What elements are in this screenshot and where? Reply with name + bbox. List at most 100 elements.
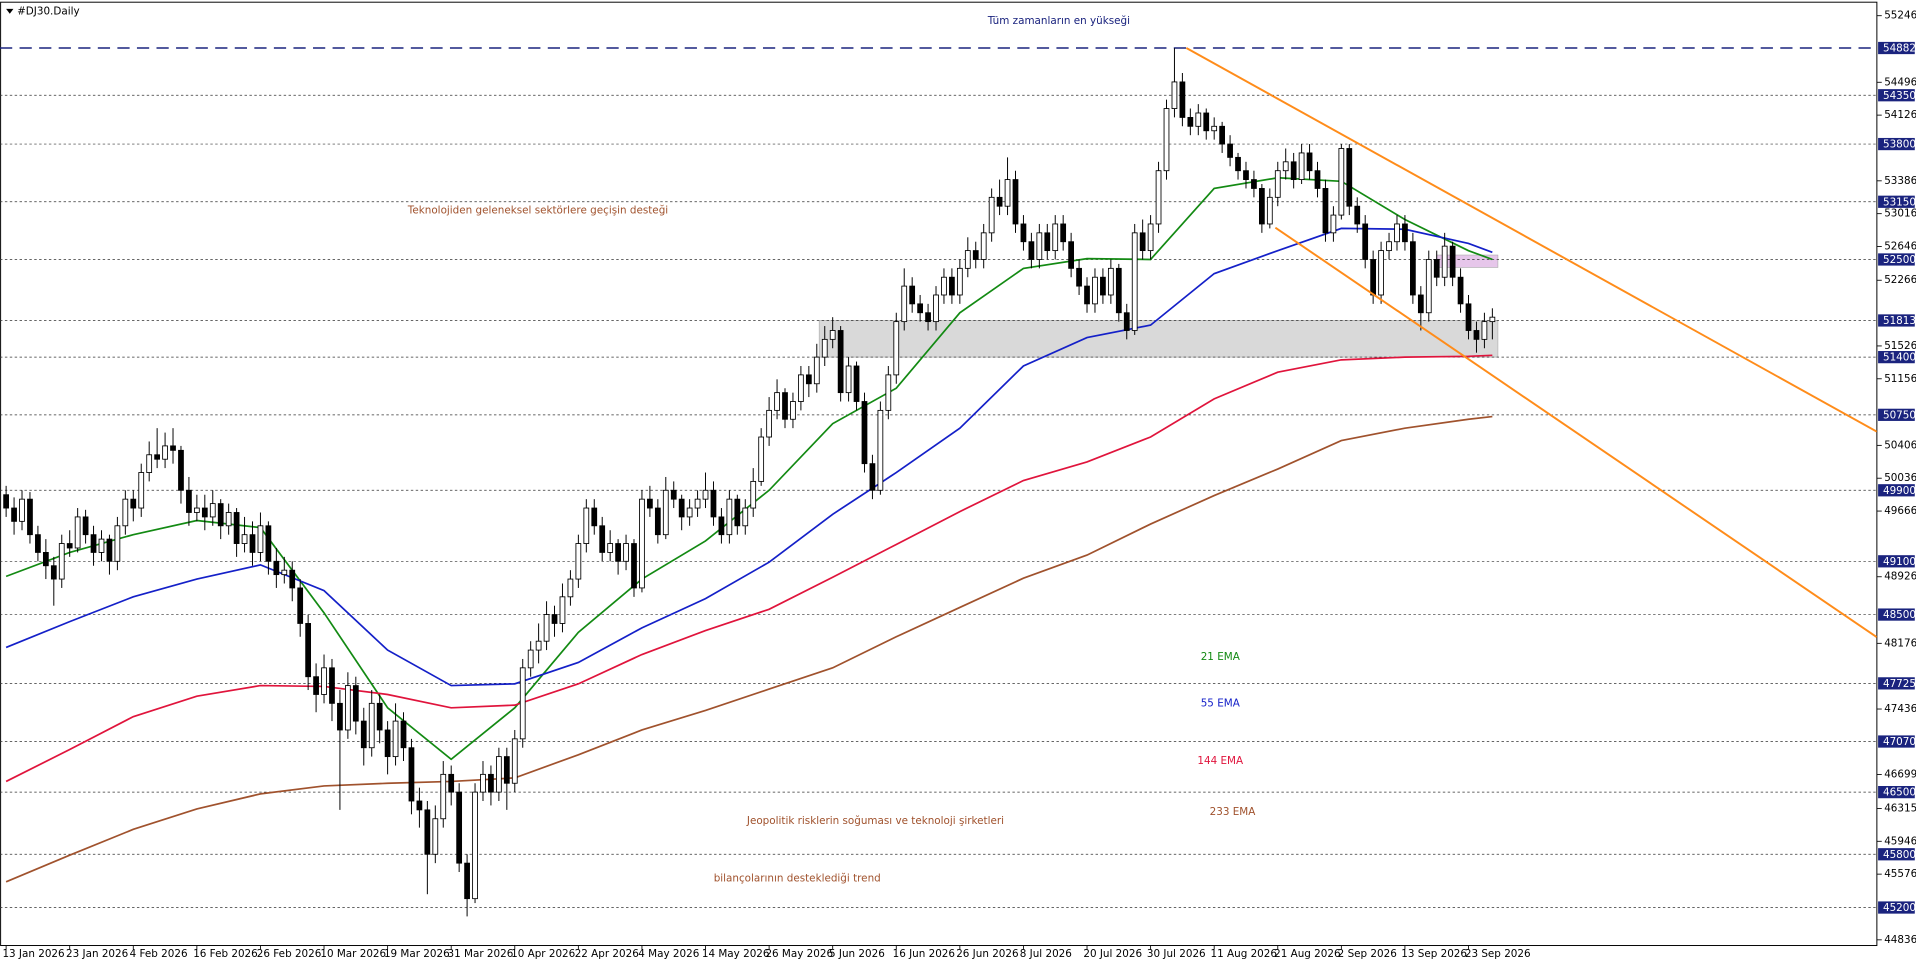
candle-body [829, 330, 836, 340]
candle-body [813, 356, 820, 385]
candle-body [1211, 125, 1218, 132]
candle-body [885, 374, 892, 411]
candle-body [933, 294, 939, 323]
level-label: 52500 [1883, 254, 1916, 266]
candle-body [1044, 232, 1051, 252]
candle-body [1052, 223, 1059, 252]
candle-body [583, 507, 590, 544]
candle-body [678, 498, 685, 518]
candle-body [1227, 143, 1233, 158]
x-tick-label: 26 May 2026 [765, 948, 833, 960]
level-label-bg [1878, 848, 1915, 861]
x-tick-label: 19 Mar 2026 [384, 948, 450, 960]
candle-body [448, 773, 455, 793]
candle-body [623, 543, 629, 562]
candle-body [1147, 223, 1154, 252]
level-label-bg [1878, 608, 1915, 621]
candle-body [1258, 188, 1265, 225]
candle-body [1219, 125, 1226, 145]
ema-line [5, 227, 1493, 687]
ema-label: 233 EMA [1210, 806, 1257, 818]
level-label: 51813 [1883, 315, 1916, 327]
level-label-bg [1878, 408, 1915, 421]
level-label: 47070 [1883, 736, 1916, 748]
candle-body [241, 534, 248, 544]
candle-body [90, 534, 97, 553]
y-tick-label: 53386 [1884, 175, 1916, 187]
candle-body [1012, 179, 1019, 225]
candle-body [19, 498, 25, 522]
candle-body [1251, 179, 1257, 189]
y-tick-label: 45946 [1884, 835, 1916, 847]
candle-body [257, 525, 264, 553]
candle-body [138, 472, 145, 509]
candle-body [1402, 223, 1408, 243]
candle-body [193, 507, 200, 513]
candle-body [1163, 108, 1170, 172]
candle-body [925, 312, 931, 323]
candle-body [861, 401, 868, 465]
y-tick-label: 51156 [1884, 373, 1916, 385]
candle-body [321, 667, 327, 695]
candle-body [949, 276, 955, 296]
candle-body [1131, 232, 1138, 331]
candle-body [654, 507, 661, 536]
candle-body [805, 374, 812, 385]
x-tick-label: 23 Sep 2026 [1465, 948, 1531, 960]
candle-body [710, 489, 717, 518]
y-tick-label: 55246 [1884, 10, 1916, 22]
candle-body [170, 445, 176, 451]
candle-body [122, 498, 129, 527]
candle-body [106, 538, 113, 562]
level-label-bg [1878, 253, 1915, 266]
ema-line [5, 415, 1493, 883]
candle-body [440, 773, 447, 820]
candle-body [941, 276, 947, 296]
candle-body [774, 392, 780, 411]
level-label-bg [1878, 555, 1915, 568]
candle-body [1290, 161, 1297, 181]
candle-body [845, 365, 852, 394]
candle-body [909, 285, 916, 305]
y-tick-label: 54126 [1884, 109, 1916, 121]
x-tick-label: 8 Jul 2026 [1020, 948, 1072, 960]
x-tick-label: 16 Feb 2026 [193, 948, 258, 960]
candle-body [527, 649, 534, 669]
candle-body [1394, 223, 1400, 243]
candle-body [368, 702, 375, 749]
candle-body [1410, 241, 1416, 296]
candle-body [480, 773, 486, 793]
candle-body [686, 507, 693, 518]
candle-body [782, 392, 788, 420]
y-tick-label: 49666 [1884, 505, 1916, 517]
y-tick-label: 46315 [1884, 803, 1916, 815]
candle-body [1139, 232, 1146, 252]
x-tick-label: 2 Sep 2026 [1338, 948, 1397, 960]
y-tick-label: 50406 [1884, 439, 1916, 451]
candle-body [821, 338, 828, 358]
level-label: 49100 [1883, 556, 1916, 568]
candle-body [146, 454, 153, 473]
candle-body [591, 507, 598, 527]
candle-body [1076, 267, 1082, 287]
candle-body [551, 614, 558, 624]
x-tick-label: 23 Jan 2026 [66, 948, 128, 960]
y-tick-label: 52266 [1884, 274, 1916, 286]
level-label: 54350 [1883, 90, 1916, 102]
annotation: Tüm zamanların en yükseği [987, 15, 1130, 27]
x-tick-label: 13 Jan 2026 [2, 948, 64, 960]
candle-body [289, 569, 296, 589]
candle-body [233, 512, 240, 544]
y-tick-label: 44836 [1884, 934, 1916, 946]
candle-body [615, 543, 621, 562]
candle-body [742, 507, 749, 527]
level-label: 49900 [1883, 485, 1916, 497]
candle-body [519, 667, 526, 740]
annotation: Jeopolitik risklerin soğuması ve teknolo… [746, 815, 1004, 827]
candle-body [273, 560, 280, 576]
candle-body [424, 809, 431, 855]
level-label-bg [1878, 89, 1915, 102]
x-tick-label: 13 Sep 2026 [1401, 948, 1467, 960]
candle-body [1187, 117, 1194, 127]
candle-body [1433, 259, 1440, 278]
